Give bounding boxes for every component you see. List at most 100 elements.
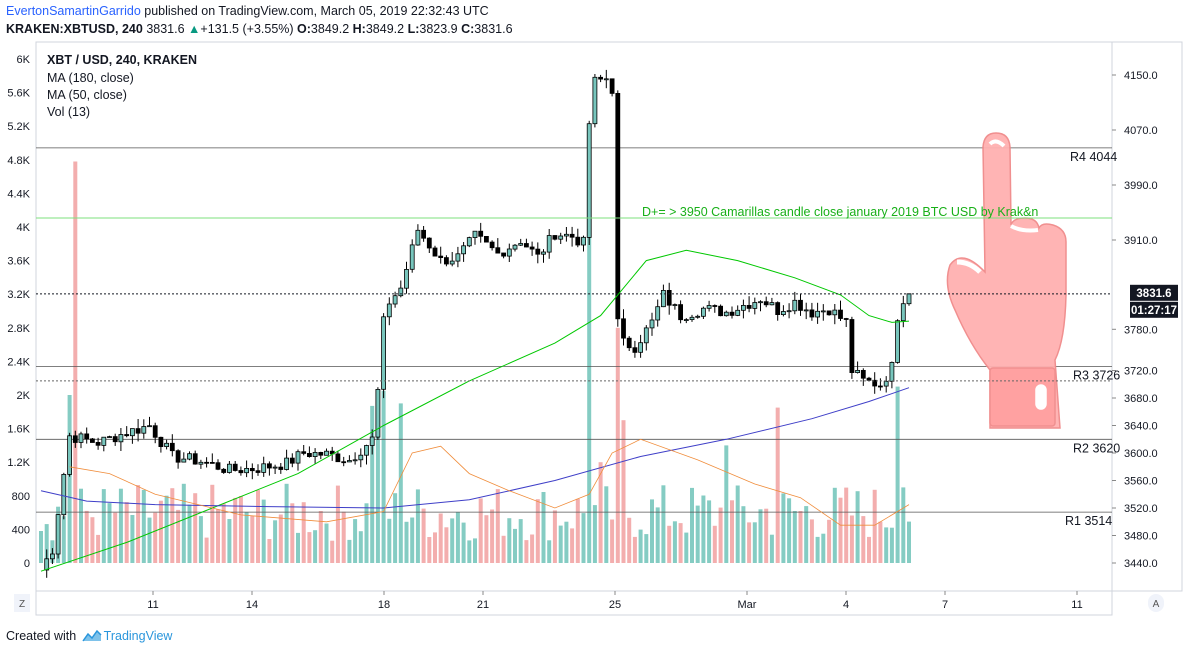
volume-bar	[358, 531, 363, 563]
candle-body	[369, 436, 375, 446]
volume-bar	[581, 513, 586, 563]
candle-body	[781, 311, 786, 315]
candle-body	[409, 244, 415, 270]
volume-bar	[895, 386, 900, 563]
volume-bar	[615, 327, 620, 563]
volume-bar	[495, 489, 500, 563]
candle-body	[792, 299, 798, 312]
candle-body	[615, 93, 621, 320]
volume-bar	[113, 512, 118, 563]
legend-ma180[interactable]: MA (180, close)	[47, 71, 134, 85]
legend-ma50[interactable]: MA (50, close)	[47, 88, 127, 102]
candle-body	[426, 237, 432, 249]
volume-bar	[375, 398, 380, 563]
volume-tick-label: 3.2K	[7, 289, 30, 301]
volume-bar	[290, 503, 295, 563]
legend-vol[interactable]: Vol (13)	[47, 105, 90, 119]
volume-bar	[861, 516, 866, 563]
volume-bar	[101, 489, 106, 563]
volume-bar	[278, 514, 283, 563]
candle-body	[706, 305, 712, 309]
candle-body	[638, 342, 643, 353]
candle-body	[803, 309, 809, 312]
candle-body	[358, 454, 364, 461]
zoom-button-bg[interactable]	[14, 594, 30, 612]
volume-bar	[627, 517, 632, 563]
auto-scale-button-bg[interactable]	[1148, 594, 1164, 612]
symbol-label: KRAKEN:XBTUSD, 240	[6, 22, 143, 36]
candle-body	[192, 453, 198, 465]
volume-bar	[610, 519, 615, 563]
volume-bar	[730, 500, 734, 563]
volume-bar	[781, 493, 786, 563]
volume-bar	[769, 534, 774, 563]
candle-body	[221, 468, 227, 473]
candle-body	[404, 268, 409, 289]
candle-body	[386, 303, 392, 318]
volume-bar	[872, 489, 877, 563]
volume-bar	[181, 483, 186, 563]
volume-bar	[210, 484, 215, 563]
volume-bar	[118, 488, 123, 563]
candle-body	[392, 295, 398, 305]
volume-bar	[667, 525, 672, 563]
time-tick-label: 21	[477, 599, 489, 611]
candle-body	[335, 453, 341, 463]
candle-body	[575, 236, 581, 246]
volume-bar	[90, 517, 95, 563]
candle-body	[678, 304, 683, 321]
auto-scale-button[interactable]: A	[1153, 599, 1160, 610]
plot-area[interactable]	[35, 41, 1113, 592]
volume-bar	[695, 505, 700, 563]
footer: Created with TradingView	[6, 629, 172, 643]
volume-bar	[301, 502, 306, 563]
price-change: +131.5 (+3.55%)	[200, 22, 294, 36]
candle-body	[741, 304, 746, 311]
candle-body	[820, 310, 826, 313]
volume-bar	[638, 529, 643, 563]
volume-bar	[490, 509, 495, 563]
time-badge: 01:27:17	[1131, 305, 1177, 317]
price-tick-label: 3440.0	[1124, 558, 1158, 570]
volume-bar	[718, 507, 723, 563]
pointing-hand-icon	[946, 132, 1067, 429]
candle-body	[729, 311, 735, 316]
volume-bar	[444, 527, 449, 563]
volume-bar	[838, 497, 843, 563]
volume-bar	[393, 493, 398, 563]
volume-bar	[387, 518, 392, 563]
candle-body	[164, 442, 170, 447]
volume-bar	[535, 499, 540, 563]
candle-body	[546, 235, 552, 253]
candle-body	[586, 123, 592, 238]
candle-body	[472, 230, 478, 238]
author-link[interactable]: EvertonSamartinGarrido	[6, 4, 141, 18]
publish-header: EvertonSamartinGarrido published on Trad…	[6, 4, 489, 18]
volume-bar	[313, 530, 318, 563]
volume-bar	[518, 519, 523, 563]
candle-body	[832, 309, 838, 316]
candle-body	[872, 379, 878, 387]
open-value: 3849.2	[310, 22, 350, 36]
time-axis[interactable]	[35, 590, 1113, 616]
candle-body	[50, 553, 55, 560]
price-tick-label: 3990.0	[1124, 180, 1158, 192]
candle-body	[306, 452, 312, 457]
zoom-button[interactable]: Z	[19, 599, 25, 610]
volume-bar	[467, 540, 472, 563]
volume-bar	[798, 511, 803, 563]
volume-bar	[73, 161, 78, 563]
volume-tick-label: 2.8K	[7, 323, 30, 335]
volume-bar	[267, 539, 272, 563]
volume-bar	[473, 538, 477, 563]
last-price: 3831.6	[146, 22, 185, 36]
tradingview-link[interactable]: TradingView	[103, 629, 173, 643]
volume-bar	[690, 487, 694, 563]
candle-body	[443, 257, 449, 265]
horizontal-levels	[36, 147, 1112, 513]
volume-bar	[250, 515, 255, 563]
volume-bar	[855, 491, 860, 563]
volume-bar	[67, 395, 72, 563]
volume-bar	[684, 532, 689, 563]
volume-bar	[604, 486, 609, 563]
